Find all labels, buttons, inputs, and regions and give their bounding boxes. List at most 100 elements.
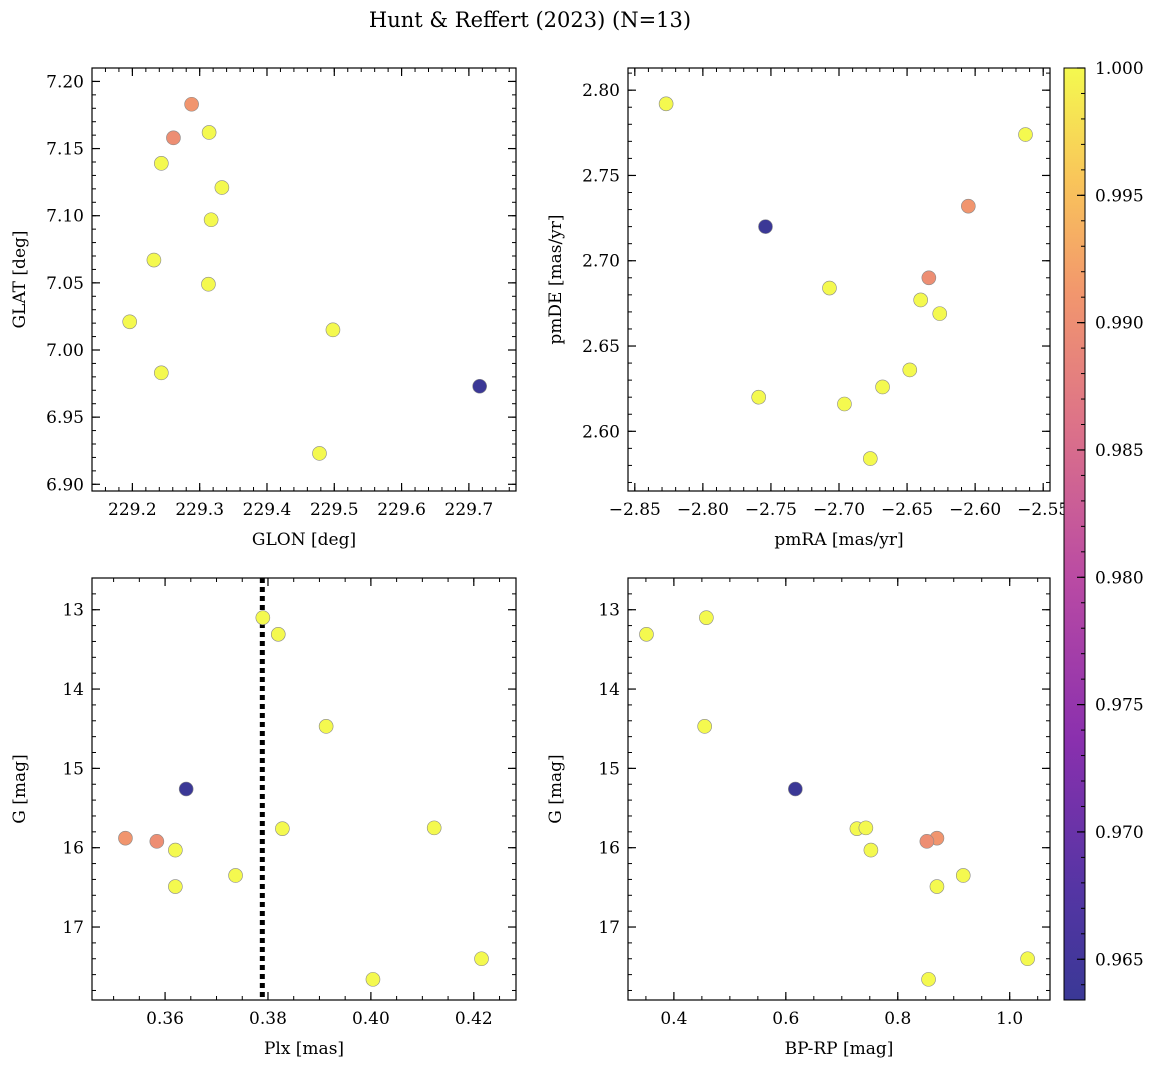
data-point: [214, 180, 230, 195]
y-axis-label: GLAT [deg]: [10, 230, 30, 328]
x-tick-label: −2.70: [813, 500, 865, 520]
colorbar-tick-label: 0.970: [1095, 823, 1144, 843]
data-point: [858, 820, 874, 836]
data-point: [919, 834, 935, 849]
x-axis-label: GLON [deg]: [252, 530, 356, 550]
x-tick-label: 0.6: [772, 1009, 799, 1029]
x-tick-label: −2.75: [745, 500, 797, 520]
x-tick-label: 229.3: [175, 500, 224, 520]
panel-3: 0.36 0.38 0.40 0.42 13 14 15 16 17 Plx [mas] G [ma…: [10, 577, 517, 1059]
data-point: [118, 830, 133, 846]
x-tick-label: 1.0: [996, 1009, 1023, 1029]
y-tick-label: 2.60: [582, 422, 620, 442]
x-tick-label: 0.36: [146, 1009, 184, 1029]
y-tick-label: 17: [598, 918, 620, 938]
data-point: [822, 280, 837, 296]
y-tick-label: 14: [598, 680, 620, 700]
data-point: [697, 719, 712, 734]
data-point: [154, 156, 169, 171]
data-point: [1018, 127, 1033, 142]
data-point: [228, 868, 243, 883]
y-axis-label: pmDE [mas/yr]: [546, 214, 566, 344]
x-tick-label: −2.80: [677, 500, 729, 520]
x-axis-label: Plx [mas]: [264, 1039, 344, 1059]
y-tick-label: 7.00: [46, 341, 84, 361]
data-point: [955, 868, 971, 883]
y-tick-label: 17: [62, 918, 84, 938]
x-tick-label: 229.2: [108, 500, 157, 520]
x-tick-label: −2.55: [1017, 500, 1069, 520]
data-point: [932, 306, 948, 321]
data-point: [365, 972, 381, 987]
data-point: [255, 610, 271, 625]
axes-frame: [627, 577, 1051, 1001]
x-axis-label: BP-RP [mag]: [785, 1039, 894, 1059]
y-tick-label: 13: [62, 601, 84, 621]
data-point: [203, 212, 219, 228]
panels: 229.2 229.3 229.4 229.5 229.6 229.7 6.90 6.95 7.…: [10, 67, 1069, 1059]
colorbar-tick-label: 0.995: [1095, 186, 1144, 206]
colorbar: 0.965 0.970 0.975 0.980 0.985 0.990 0.995 1.000: [1063, 59, 1144, 1001]
data-point: [154, 365, 169, 381]
data-point: [312, 446, 327, 461]
x-tick-label: 229.5: [310, 500, 359, 520]
y-axis-label: G [mag]: [10, 754, 30, 823]
data-point: [1020, 951, 1035, 967]
data-point: [122, 314, 137, 330]
data-point: [201, 125, 217, 140]
data-point: [275, 821, 290, 836]
colorbar-tick-label: 0.965: [1095, 950, 1144, 970]
data-point: [961, 198, 976, 214]
x-tick-label: 229.6: [377, 500, 426, 520]
data-point: [146, 252, 162, 268]
data-point: [325, 322, 341, 338]
data-point: [168, 879, 183, 894]
axes-frame: [627, 67, 1051, 492]
data-point: [178, 781, 194, 797]
data-point: [658, 96, 674, 112]
data-point: [875, 379, 890, 395]
x-tick-label: 229.7: [445, 500, 494, 520]
data-point: [166, 130, 181, 146]
colorbar-tick-label: 0.985: [1095, 441, 1144, 461]
data-point: [863, 451, 878, 466]
colorbar-tick-label: 0.975: [1095, 696, 1144, 716]
data-point: [699, 610, 714, 625]
y-tick-label: 15: [62, 759, 84, 779]
x-tick-label: −2.60: [949, 500, 1001, 520]
data-point: [921, 270, 937, 286]
y-tick-label: 2.65: [582, 337, 620, 357]
data-point: [758, 219, 773, 234]
y-tick-label: 2.70: [582, 252, 620, 272]
panel-1: 229.2 229.3 229.4 229.5 229.6 229.7 6.90 6.95 7.…: [10, 67, 517, 550]
colorbar-gradient: [1063, 67, 1086, 1001]
y-tick-label: 13: [598, 601, 620, 621]
panel-4: 0.4 0.6 0.8 1.0 13 14 15 16 17 BP-RP [mag] G [mag]: [546, 577, 1051, 1059]
x-tick-label: 229.4: [243, 500, 292, 520]
data-point: [751, 389, 766, 405]
data-point: [863, 842, 879, 858]
data-point: [168, 842, 183, 858]
data-point: [270, 627, 286, 642]
data-point: [318, 719, 334, 734]
x-tick-label: 0.8: [884, 1009, 911, 1029]
data-point: [201, 276, 216, 292]
axes-frame: [91, 577, 517, 1001]
colorbar-tick-label: 1.000: [1095, 59, 1144, 79]
y-tick-label: 7.10: [46, 207, 84, 227]
y-tick-label: 7.05: [46, 274, 84, 294]
x-tick-label: 0.38: [249, 1009, 287, 1029]
data-point: [639, 627, 654, 642]
x-tick-label: −2.65: [881, 500, 933, 520]
figure-title: Hunt & Reffert (2023) (N=13): [369, 8, 691, 32]
data-point: [913, 292, 928, 308]
y-tick-label: 14: [62, 680, 84, 700]
y-tick-label: 6.95: [46, 408, 84, 428]
y-tick-label: 2.80: [582, 81, 620, 101]
x-tick-label: 0.40: [352, 1009, 390, 1029]
x-axis-label: pmRA [mas/yr]: [774, 530, 903, 550]
x-tick-label: 0.4: [660, 1009, 687, 1029]
axes-frame: [91, 67, 517, 492]
y-tick-label: 6.90: [46, 475, 84, 495]
